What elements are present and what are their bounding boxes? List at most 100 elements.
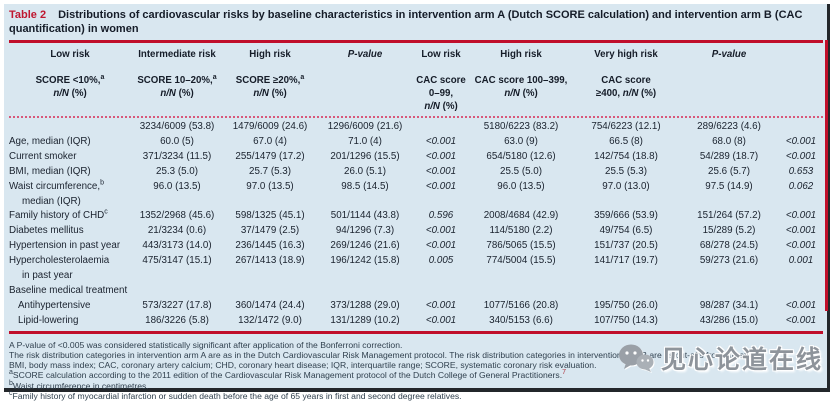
- p-value-cell: 0.005: [428, 255, 454, 267]
- value-cell: 59/273 (21.6): [699, 255, 759, 267]
- p-value-cell: <0.001: [425, 225, 457, 237]
- value-cell: 71.0 (4): [348, 135, 382, 147]
- value-cell: 25.6 (5.7): [708, 165, 750, 177]
- column-header: Intermediate risk SCORE 10–20%,a n/N (%): [137, 49, 217, 99]
- value-cell: 359/666 (53.9): [594, 210, 658, 222]
- row-label: Lipid-lowering: [18, 314, 79, 326]
- table-row: Current smoker 371/3234 (11.5) 255/1479 (1…: [9, 150, 823, 165]
- table-row: BMI, median (IQR) 25.3 (5.0) 25.7 (5.3) 26.…: [9, 165, 823, 180]
- value-cell: 98.5 (14.5): [341, 180, 389, 192]
- value-cell: 37/1479 (2.5): [240, 225, 300, 237]
- watermark-text: 见心论道在线: [660, 346, 823, 374]
- p-value-cell: <0.001: [785, 150, 817, 162]
- p-value-cell: <0.001: [425, 165, 457, 177]
- value-cell: 96.0 (13.5): [153, 180, 201, 192]
- value-cell: 196/1242 (15.8): [330, 255, 400, 267]
- value-cell: 25.7 (5.3): [249, 165, 291, 177]
- footnote: BMI, body mass index; CAC, coronary arte…: [9, 360, 597, 371]
- value-cell: 25.3 (5.0): [156, 165, 198, 177]
- table-number: Table 2: [9, 9, 47, 21]
- p-value-cell: <0.001: [425, 240, 457, 252]
- value-cell: 786/5065 (15.5): [486, 240, 556, 252]
- value-cell: 25.5 (5.3): [605, 165, 647, 177]
- value-cell: 131/1289 (10.2): [330, 314, 400, 326]
- value-cell: 5180/6223 (83.2): [483, 121, 559, 132]
- table-row: Lipid-lowering 186/3226 (5.8) 132/1472 (9.…: [9, 314, 823, 329]
- value-cell: 3234/6009 (53.8): [139, 121, 215, 132]
- value-cell: [573, 284, 679, 299]
- value-cell: 573/3227 (17.8): [142, 299, 212, 311]
- value-cell: 94/1296 (7.3): [335, 225, 395, 237]
- footnote: cFamily history of myocardial infarction…: [9, 389, 462, 401]
- value-cell: 255/1479 (17.2): [235, 150, 305, 162]
- table-row: Diabetes mellitus 21/3234 (0.6) 37/1479 (2…: [9, 224, 823, 239]
- value-cell: 1352/2968 (45.6): [139, 210, 215, 222]
- footnotes: A P-value of <0.005 was considered stati…: [9, 340, 823, 401]
- value-cell: 754/6223 (12.1): [591, 121, 661, 132]
- column-header: Low risk CAC score 0–99, n/N (%): [416, 49, 466, 112]
- column-header: Low risk SCORE <10%,a n/N (%): [35, 49, 105, 99]
- dotted-divider: [9, 116, 823, 118]
- row-label: Antihypertensive: [18, 299, 91, 311]
- row-label: BMI, median (IQR): [9, 165, 91, 177]
- column-header: P-value: [347, 49, 383, 60]
- value-cell: 60.0 (5): [160, 135, 194, 147]
- column-header: High risk SCORE ≥20%,a n/N (%): [235, 49, 305, 99]
- p-value-cell: <0.001: [425, 299, 457, 311]
- footnote: A P-value of <0.005 was considered stati…: [9, 339, 403, 350]
- footnote: bWaist circumference in centimetres.: [9, 379, 149, 391]
- table-row: Hypercholesterolaemia in past year 475/314…: [9, 254, 823, 284]
- table-title: Table 2 Distributions of cardiovascular r…: [9, 4, 815, 36]
- table-row: Antihypertensive 573/3227 (17.8) 360/1474 …: [9, 299, 823, 314]
- value-cell: 107/750 (14.3): [594, 314, 658, 326]
- p-value-cell: <0.001: [785, 314, 817, 326]
- p-value-cell: <0.001: [425, 150, 457, 162]
- value-cell: 67.0 (4): [253, 135, 287, 147]
- p-value-cell: 0.062: [788, 180, 814, 192]
- table-body: 3234/6009 (53.8) 1479/6009 (24.6) 1296/600…: [9, 120, 823, 329]
- row-label: Waist circumference,b median (IQR): [9, 179, 105, 207]
- table-row: Age, median (IQR) 60.0 (5) 67.0 (4) 71.0 (4…: [9, 135, 823, 150]
- value-cell: [469, 284, 573, 299]
- value-cell: 201/1296 (15.5): [330, 150, 400, 162]
- p-value-cell: [779, 120, 823, 135]
- row-label: Diabetes mellitus: [9, 225, 84, 237]
- value-cell: 501/1144 (43.8): [330, 210, 400, 222]
- value-cell: 97.0 (13.0): [602, 180, 650, 192]
- table-panel: Table 2 Distributions of cardiovascular r…: [4, 4, 830, 401]
- p-value-cell: [413, 284, 469, 299]
- value-cell: 340/5153 (6.6): [489, 314, 553, 326]
- value-cell: 97.5 (14.9): [705, 180, 753, 192]
- value-cell: 98/287 (34.1): [699, 299, 759, 311]
- value-cell: 475/3147 (15.1): [142, 255, 212, 267]
- red-right-rule: [825, 40, 828, 311]
- value-cell: 96.0 (13.5): [497, 180, 545, 192]
- value-cell: 774/5004 (15.5): [486, 255, 556, 267]
- p-value-cell: <0.001: [785, 240, 817, 252]
- p-value-cell: [779, 284, 823, 299]
- value-cell: 26.0 (5.1): [344, 165, 386, 177]
- table-row: Family history of CHDc 1352/2968 (45.6) 59…: [9, 209, 823, 224]
- p-value-cell: <0.001: [425, 180, 457, 192]
- value-cell: 142/754 (18.8): [594, 150, 658, 162]
- row-label: Family history of CHDc: [9, 209, 108, 222]
- watermark: 见心论道在线: [618, 340, 823, 376]
- value-cell: 43/286 (15.0): [699, 314, 759, 326]
- p-value-cell: [413, 120, 469, 135]
- value-cell: 114/5180 (2.2): [489, 225, 553, 237]
- p-value-cell: <0.001: [425, 314, 457, 326]
- table-title-text: Distributions of cardiovascular risks by…: [9, 9, 803, 35]
- value-cell: 371/3234 (11.5): [142, 150, 212, 162]
- table-row: Waist circumference,b median (IQR) 96.0 (1…: [9, 179, 823, 210]
- column-header: P-value: [711, 49, 747, 60]
- red-bottom-rule: [9, 330, 823, 334]
- value-cell: 373/1288 (29.0): [330, 299, 400, 311]
- value-cell: 63.0 (9): [504, 135, 538, 147]
- value-cell: 68/278 (24.5): [699, 240, 759, 252]
- p-value-cell: <0.001: [785, 135, 817, 147]
- value-cell: 141/717 (19.7): [594, 255, 658, 267]
- value-cell: 195/750 (26.0): [594, 299, 658, 311]
- value-cell: 1296/6009 (21.6): [327, 121, 403, 132]
- wechat-icon: [618, 343, 654, 373]
- value-cell: [679, 284, 779, 299]
